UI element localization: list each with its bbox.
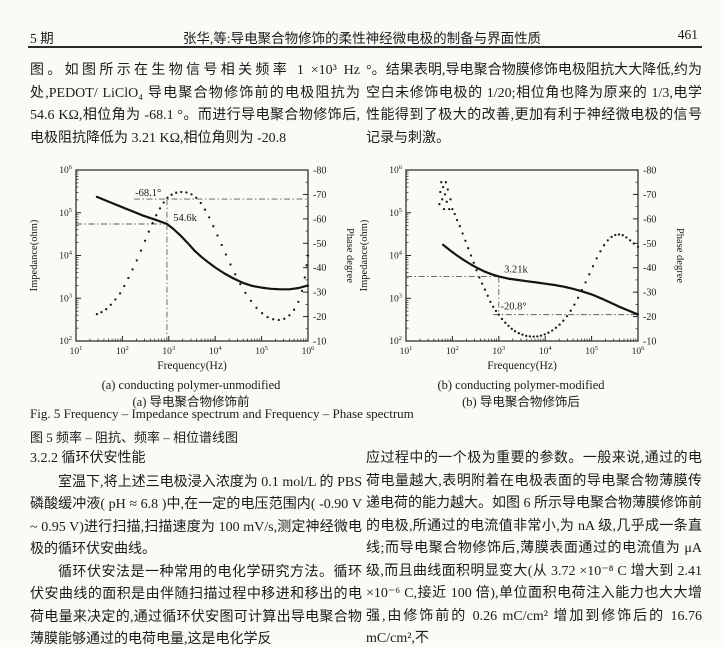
svg-text:104: 104 xyxy=(389,250,403,262)
figure-b-caption-en: (b) conducting polymer-modified xyxy=(437,378,605,392)
figure-b: 101 102 103 104 105 106 102 103 104 105 106 -10 -20-… xyxy=(356,158,686,411)
svg-text:-20: -20 xyxy=(643,312,656,323)
svg-text:-80: -80 xyxy=(313,166,326,177)
running-title: 张华,等:导电聚合物修饰的柔性神经微电极的制备与界面性质 xyxy=(182,31,542,46)
svg-text:103: 103 xyxy=(59,292,72,304)
svg-text:Phase degree: Phase degree xyxy=(674,228,685,283)
figure5-caption-zh: 图 5 频率 – 阻抗、频率 – 相位谱线图 xyxy=(30,430,239,445)
svg-text:104: 104 xyxy=(539,345,553,357)
svg-text:105: 105 xyxy=(59,207,72,219)
svg-text:102: 102 xyxy=(446,345,459,357)
svg-text:Impedance(ohm): Impedance(ohm) xyxy=(359,219,370,291)
svg-text:103: 103 xyxy=(162,345,175,357)
svg-text:-50: -50 xyxy=(313,239,326,250)
svg-text:101: 101 xyxy=(70,345,83,357)
svg-text:-80: -80 xyxy=(643,166,656,177)
svg-text:-30: -30 xyxy=(643,288,656,299)
svg-text:106: 106 xyxy=(302,345,316,357)
svg-text:102: 102 xyxy=(116,345,129,357)
page-number: 461 xyxy=(677,27,698,42)
svg-text:Frequency(Hz): Frequency(Hz) xyxy=(487,360,557,372)
svg-text:Impedance(ohm): Impedance(ohm) xyxy=(29,219,40,291)
figure-a-caption-en: (a) conducting polymer-unmodified xyxy=(101,378,281,392)
svg-text:-30: -30 xyxy=(313,288,326,299)
figure-b-caption-zh: (b) 导电聚合物修饰后 xyxy=(462,395,580,409)
svg-text:-20: -20 xyxy=(313,312,326,323)
figure5-caption-en: Fig. 5 Frequency – Impedance spectrum an… xyxy=(30,406,414,421)
svg-text:3.21k: 3.21k xyxy=(504,265,528,276)
paragraph-top-right: °。结果表明,导电聚合物膜修饰电极阻抗大大降低,约为空白未修饰电极的 1/20;… xyxy=(366,63,702,146)
svg-text:-40: -40 xyxy=(643,263,656,274)
svg-text:101: 101 xyxy=(400,345,413,357)
paragraph-cv-principle: 循环伏安法是一种常用的电化学研究方法。循环伏安曲线的面积是由伴随扫描过程中移进和… xyxy=(30,564,362,647)
impedance-phase-chart-unmodified: 101 102 103 104 105 106102103104105106-10-20-… xyxy=(29,164,355,372)
svg-text:105: 105 xyxy=(585,345,598,357)
svg-text:-60: -60 xyxy=(313,214,326,225)
column-bottom-right: 应过程中的一个极为重要的参数。一般来说,通过的电荷电量越大,表明附着在电极表面的… xyxy=(366,448,702,647)
svg-text:54.6k: 54.6k xyxy=(173,213,197,224)
header-rule xyxy=(28,46,702,48)
svg-text:103: 103 xyxy=(389,292,402,304)
svg-text:104: 104 xyxy=(59,250,73,262)
svg-text:-60: -60 xyxy=(643,214,656,225)
svg-text:105: 105 xyxy=(389,207,402,219)
svg-text:-68.1°: -68.1° xyxy=(135,188,161,199)
svg-text:-20.8°: -20.8° xyxy=(500,302,526,313)
svg-text:Phase degree: Phase degree xyxy=(344,228,355,283)
svg-text:-50: -50 xyxy=(643,239,656,250)
svg-text:104: 104 xyxy=(209,345,223,357)
svg-text:106: 106 xyxy=(389,164,403,176)
section-heading: 3.2.2 循环伏安性能 xyxy=(30,451,146,466)
svg-text:103: 103 xyxy=(492,345,505,357)
svg-text:106: 106 xyxy=(632,345,646,357)
svg-text:106: 106 xyxy=(59,164,73,176)
svg-text:102: 102 xyxy=(389,335,402,347)
paragraph-charge-results: 应过程中的一个极为重要的参数。一般来说,通过的电荷电量越大,表明附着在电极表面的… xyxy=(366,451,702,646)
svg-text:-10: -10 xyxy=(313,337,326,348)
figure-a-caption-zh: (a) 导电聚合物修饰前 xyxy=(132,395,250,409)
svg-text:-70: -70 xyxy=(643,190,656,201)
svg-text:-10: -10 xyxy=(643,337,656,348)
svg-text:Frequency(Hz): Frequency(Hz) xyxy=(157,360,227,372)
figure-a: 101 102 103 104 105 106 102 103 104 105 106 -10 -20-… xyxy=(26,158,356,411)
paragraph-top-left: 图。如图所示在生物信号相关频率 1 ×10³ Hz 处,PEDOT/ LiClO… xyxy=(30,63,360,146)
svg-text:-70: -70 xyxy=(313,190,326,201)
column-bottom-left: 3.2.2 循环伏安性能 室温下,将上述三电极浸入浓度为 0.1 mol/L 的… xyxy=(30,448,362,647)
svg-text:105: 105 xyxy=(255,345,268,357)
paragraph-cv-method: 室温下,将上述三电极浸入浓度为 0.1 mol/L 的 PBS 磷酸缓冲液( p… xyxy=(30,474,362,558)
issue-label: 5 期 xyxy=(30,31,54,46)
svg-text:-40: -40 xyxy=(313,263,326,274)
impedance-phase-chart-modified: 101 102 103 104 105 106102103104105106-10-20-… xyxy=(359,164,685,372)
svg-text:102: 102 xyxy=(59,335,72,347)
